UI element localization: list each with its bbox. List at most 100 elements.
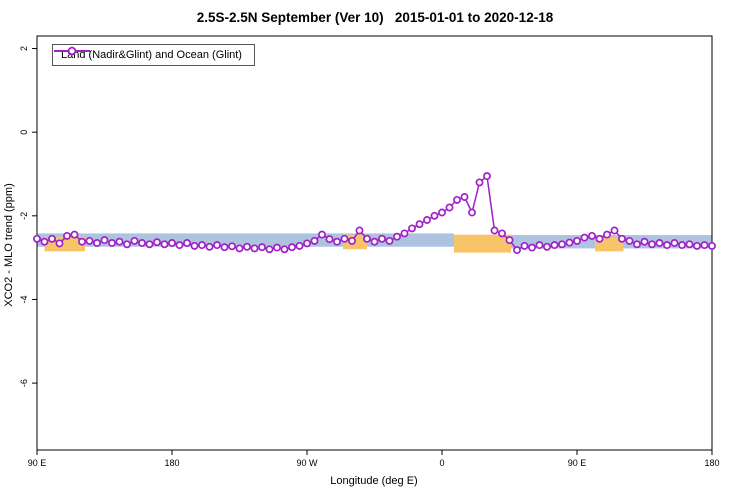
- data-point: [258, 243, 266, 252]
- data-point: [588, 231, 596, 240]
- data-point: [175, 241, 184, 250]
- data-point: [318, 230, 326, 239]
- data-point: [535, 241, 544, 250]
- data-point: [408, 224, 416, 233]
- data-point: [618, 234, 626, 243]
- data-point: [678, 241, 686, 250]
- data-point: [385, 236, 394, 245]
- data-point: [183, 239, 191, 247]
- y-tick-label: -4: [19, 295, 29, 303]
- data-point: [235, 244, 244, 253]
- data-point: [33, 234, 41, 243]
- data-point: [520, 241, 529, 250]
- legend-label: Land (Nadir&Glint) and Ocean (Glint): [61, 49, 242, 61]
- x-tick-label: 180: [704, 458, 719, 468]
- data-point: [295, 241, 304, 250]
- x-axis-label: Longitude (deg E): [330, 475, 417, 487]
- data-point: [115, 237, 124, 246]
- data-point: [685, 240, 694, 249]
- data-point: [205, 242, 214, 251]
- data-point: [363, 234, 371, 243]
- chart-title: 2.5S-2.5N September (Ver 10) 2015-01-01 …: [196, 10, 554, 25]
- data-point: [243, 242, 251, 251]
- legend: Land (Nadir&Glint) and Ocean (Glint): [52, 44, 255, 66]
- data-point: [505, 236, 514, 245]
- y-axis-label: XCO2 - MLO trend (ppm): [3, 183, 15, 306]
- data-point: [498, 229, 506, 238]
- data-point: [288, 243, 296, 252]
- data-point: [430, 211, 439, 220]
- data-point: [453, 195, 461, 204]
- data-point: [280, 245, 289, 254]
- data-point: [543, 242, 551, 251]
- data-point: [85, 236, 94, 245]
- data-point: [333, 237, 341, 246]
- data-point: [198, 241, 206, 250]
- data-point: [123, 240, 131, 249]
- data-point: [378, 234, 386, 243]
- data-point: [693, 241, 701, 250]
- data-point: [340, 234, 349, 243]
- data-point: [565, 238, 574, 247]
- data-point: [460, 193, 469, 201]
- data-point: [393, 232, 401, 241]
- data-point: [550, 241, 559, 250]
- data-point: [468, 208, 476, 217]
- y-tick-label: -2: [19, 212, 29, 220]
- y-axis-ticks: 2 0 -2 -4 -6: [19, 46, 37, 387]
- data-point: [415, 220, 424, 229]
- data-point: [370, 237, 379, 246]
- data-point: [513, 246, 521, 255]
- data-point: [438, 208, 446, 217]
- data-point: [648, 240, 656, 249]
- data-point: [610, 226, 619, 235]
- legend-marker-icon: [54, 46, 90, 56]
- data-point: [445, 203, 454, 212]
- data-point: [213, 241, 221, 250]
- data-point: [303, 239, 311, 248]
- data-point: [490, 226, 499, 235]
- data-point: [40, 237, 49, 246]
- x-tick-label: 0: [439, 458, 444, 468]
- y-tick-label: -6: [19, 379, 29, 387]
- data-point: [70, 230, 79, 239]
- data-point: [670, 239, 679, 247]
- data-point: [108, 239, 116, 247]
- data-point: [640, 237, 649, 246]
- data-point: [355, 226, 364, 235]
- data-point: [595, 234, 604, 243]
- y-tick-label: 0: [19, 130, 29, 135]
- data-point: [708, 241, 716, 250]
- data-point: [625, 236, 634, 245]
- data-point: [160, 240, 169, 249]
- data-point: [168, 239, 176, 247]
- data-point: [700, 241, 709, 250]
- data-point: [250, 244, 259, 253]
- data-point: [348, 236, 356, 245]
- data-point: [153, 238, 161, 247]
- data-point: [558, 240, 566, 249]
- x-tick-label: 90 W: [296, 458, 318, 468]
- data-point: [655, 239, 664, 247]
- data-point: [55, 239, 64, 248]
- data-point: [145, 240, 154, 249]
- data-point: [48, 234, 56, 243]
- data-point: [138, 239, 146, 247]
- x-axis-ticks: 90 E 180 90 W 0 90 E 180: [28, 450, 720, 468]
- data-point: [400, 229, 409, 238]
- x-tick-label: 180: [164, 458, 179, 468]
- y-tick-label: 2: [19, 46, 29, 51]
- data-point: [423, 216, 431, 224]
- data-point: [130, 236, 139, 245]
- x-tick-label: 90 E: [28, 458, 47, 468]
- data-point: [310, 236, 319, 245]
- data-point: [633, 240, 641, 249]
- data-point: [93, 239, 101, 247]
- data-point: [475, 178, 484, 187]
- data-point: [580, 233, 589, 242]
- data-point: [528, 243, 536, 252]
- data-point: [100, 236, 109, 245]
- data-point: [603, 230, 611, 239]
